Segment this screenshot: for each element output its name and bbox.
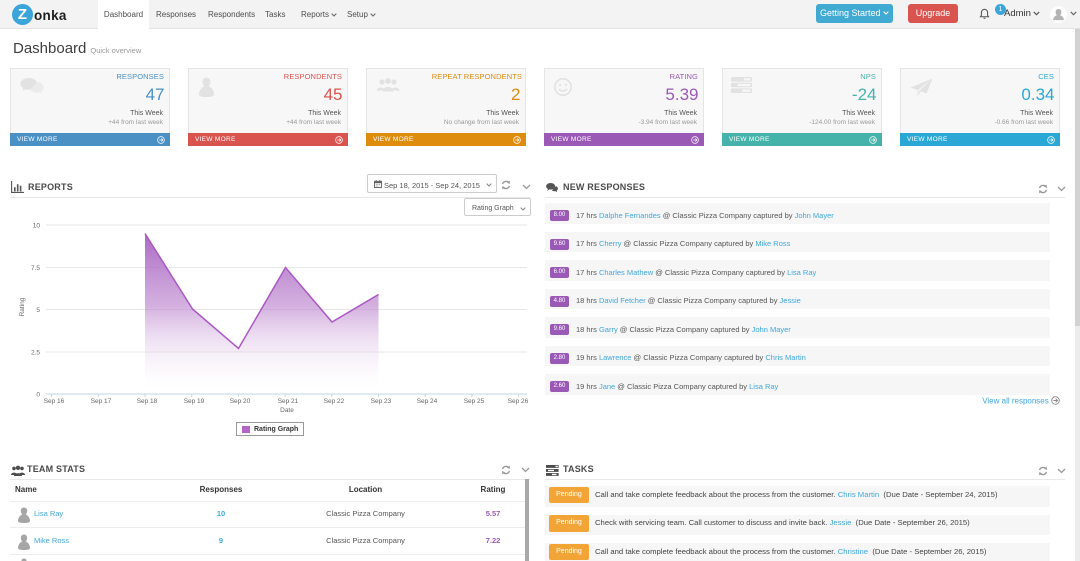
svg-text:Sep 25: Sep 25 — [464, 398, 485, 405]
svg-text:10: 10 — [33, 223, 41, 230]
svg-text:Rating: Rating — [19, 297, 26, 316]
svg-text:5: 5 — [36, 307, 40, 314]
svg-text:Sep 18: Sep 18 — [137, 398, 158, 405]
svg-text:Date: Date — [280, 407, 294, 414]
svg-text:Sep 23: Sep 23 — [371, 398, 392, 405]
svg-text:Sep 16: Sep 16 — [44, 398, 65, 405]
svg-text:Sep 22: Sep 22 — [324, 398, 345, 405]
svg-text:Sep 24: Sep 24 — [417, 398, 438, 405]
svg-text:Sep 19: Sep 19 — [184, 398, 205, 405]
svg-text:0: 0 — [36, 392, 40, 399]
svg-text:Sep 17: Sep 17 — [91, 398, 112, 405]
svg-text:Sep 21: Sep 21 — [278, 398, 299, 405]
svg-text:Sep 26: Sep 26 — [508, 398, 529, 405]
svg-text:Sep 20: Sep 20 — [230, 398, 251, 405]
svg-text:7.5: 7.5 — [31, 265, 40, 272]
svg-text:2.5: 2.5 — [31, 350, 40, 357]
